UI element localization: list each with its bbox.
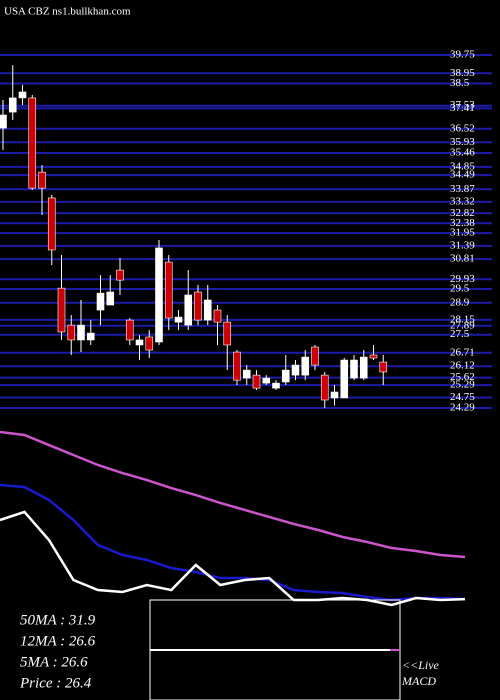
y-tick-label: 31.39: [450, 239, 475, 251]
candle-body: [28, 97, 37, 189]
candle-body: [291, 364, 300, 376]
y-tick-label: 31.95: [450, 227, 475, 239]
candle-body: [67, 324, 76, 341]
y-tick-label: 32.82: [450, 207, 475, 219]
candle-body: [311, 346, 319, 366]
candle-body: [223, 321, 232, 346]
y-tick-label: 38.5: [450, 77, 470, 89]
legend-entry: 12MA : 26.6: [20, 633, 96, 649]
chart-title: USA CBZ ns1.bullkhan.com: [4, 6, 131, 18]
y-tick-label: 26.71: [450, 346, 475, 358]
legend-entry: Price : 26.4: [19, 675, 92, 691]
y-tick-label: 35.93: [450, 136, 475, 148]
y-tick-label: 37.41: [450, 102, 475, 114]
candle-body: [18, 91, 27, 99]
candle-body: [174, 316, 183, 323]
y-tick-label: 33.32: [450, 195, 475, 207]
y-tick-label: 33.87: [450, 183, 475, 195]
candle-body: [57, 287, 66, 333]
candle-body: [369, 354, 378, 359]
candle-body: [0, 114, 7, 129]
candle-body: [213, 309, 222, 323]
ma-line: [0, 483, 466, 602]
y-tick-label: 27.5: [450, 328, 470, 340]
candle-body: [77, 324, 85, 341]
live-label: <<Live: [402, 658, 440, 672]
candle-body: [233, 351, 241, 381]
candle-body: [320, 374, 329, 401]
candle-body: [106, 291, 115, 306]
ma-line: [0, 510, 466, 607]
candle-body: [340, 359, 349, 399]
y-tick-label: 28.15: [450, 313, 475, 325]
legend-entry: 50MA : 31.9: [20, 612, 96, 628]
candle-body: [194, 291, 202, 321]
macd-label: MACD: [401, 674, 436, 688]
legend-entry: 5MA : 26.6: [20, 654, 88, 670]
y-tick-label: 28.9: [450, 296, 470, 308]
candle-body: [116, 269, 124, 281]
candle-body: [281, 369, 290, 383]
candle-body: [155, 247, 163, 343]
candle-body: [86, 332, 95, 341]
candle-body: [164, 261, 173, 319]
y-tick-label: 38.95: [450, 67, 475, 79]
candle-body: [96, 292, 105, 311]
y-tick-label: 25.62: [450, 371, 475, 383]
candle-body: [242, 369, 251, 379]
y-tick-label: 30.81: [450, 253, 475, 265]
y-tick-label: 27.89: [450, 319, 475, 331]
y-tick-label: 34.49: [450, 169, 475, 181]
candle-body: [330, 391, 339, 399]
y-tick-label: 24.29: [450, 402, 475, 414]
candle-body: [203, 299, 212, 321]
candle-body: [145, 336, 154, 351]
y-tick-label: 25.29: [450, 379, 475, 391]
candle-body: [47, 197, 56, 251]
candle-body: [379, 361, 388, 373]
y-tick-label: 34.85: [450, 160, 475, 172]
candle-body: [272, 382, 280, 389]
candle-body: [359, 356, 368, 379]
y-tick-label: 24.75: [450, 391, 475, 403]
candle-body: [262, 377, 271, 384]
y-tick-label: 35.46: [450, 146, 475, 158]
candle-body: [301, 356, 310, 376]
y-tick-label: 29.93: [450, 273, 475, 285]
y-tick-label: 32.38: [450, 217, 475, 229]
y-tick-label: 36.52: [450, 122, 475, 134]
y-tick-label: 29.5: [450, 283, 470, 295]
y-tick-label: 39.75: [450, 49, 475, 61]
candle-body: [125, 319, 134, 341]
candle-body: [135, 339, 144, 346]
ma-line: [0, 430, 466, 559]
candle-body: [350, 359, 358, 379]
candle-body: [252, 374, 261, 389]
y-tick-label: 26.12: [450, 360, 475, 372]
candle-body: [38, 171, 46, 189]
candle-body: [8, 97, 17, 113]
candle-body: [184, 294, 193, 326]
